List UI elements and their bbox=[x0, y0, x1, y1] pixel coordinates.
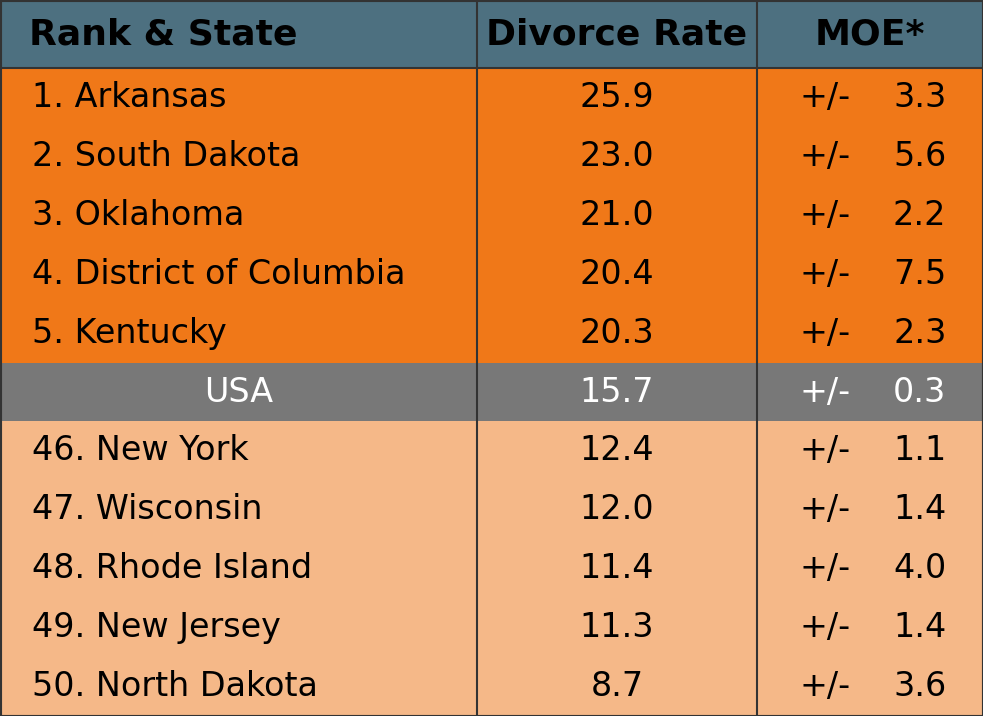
Text: 1.1: 1.1 bbox=[894, 435, 947, 468]
Bar bbox=[477, 0, 757, 68]
Text: 3.3: 3.3 bbox=[894, 81, 947, 114]
Text: USA: USA bbox=[203, 375, 273, 409]
Text: +/-: +/- bbox=[799, 375, 850, 409]
Bar bbox=[477, 539, 757, 598]
Text: Divorce Rate: Divorce Rate bbox=[487, 17, 747, 51]
Bar bbox=[757, 539, 983, 598]
Bar bbox=[477, 598, 757, 657]
Bar bbox=[0, 480, 477, 539]
Text: +/-: +/- bbox=[799, 493, 850, 526]
Text: 46. New York: 46. New York bbox=[32, 435, 249, 468]
Text: 48. Rhode Island: 48. Rhode Island bbox=[32, 552, 313, 585]
Text: 12.0: 12.0 bbox=[580, 493, 654, 526]
Text: 20.4: 20.4 bbox=[580, 258, 654, 291]
Bar bbox=[757, 657, 983, 716]
Bar bbox=[0, 362, 477, 422]
Bar bbox=[477, 245, 757, 304]
Bar bbox=[757, 480, 983, 539]
Bar bbox=[477, 480, 757, 539]
Bar bbox=[757, 186, 983, 245]
Bar bbox=[757, 304, 983, 362]
Bar bbox=[0, 68, 477, 127]
Bar bbox=[757, 0, 983, 68]
Bar bbox=[0, 422, 477, 480]
Bar bbox=[477, 304, 757, 362]
Bar bbox=[0, 245, 477, 304]
Text: 11.3: 11.3 bbox=[580, 611, 654, 644]
Text: 1.4: 1.4 bbox=[894, 493, 947, 526]
Text: 15.7: 15.7 bbox=[580, 375, 654, 409]
Bar bbox=[477, 68, 757, 127]
Bar bbox=[0, 539, 477, 598]
Text: 20.3: 20.3 bbox=[580, 316, 654, 349]
Bar bbox=[0, 657, 477, 716]
Text: +/-: +/- bbox=[799, 435, 850, 468]
Bar bbox=[757, 422, 983, 480]
Text: +/-: +/- bbox=[799, 316, 850, 349]
Text: 1.4: 1.4 bbox=[894, 611, 947, 644]
Text: +/-: +/- bbox=[799, 199, 850, 232]
Bar bbox=[0, 304, 477, 362]
Text: 4.0: 4.0 bbox=[894, 552, 947, 585]
Text: 25.9: 25.9 bbox=[580, 81, 654, 114]
Text: 49. New Jersey: 49. New Jersey bbox=[32, 611, 281, 644]
Text: 3. Oklahoma: 3. Oklahoma bbox=[32, 199, 245, 232]
Text: 5. Kentucky: 5. Kentucky bbox=[32, 316, 227, 349]
Text: MOE*: MOE* bbox=[815, 17, 925, 51]
Text: 2. South Dakota: 2. South Dakota bbox=[32, 140, 301, 173]
Bar bbox=[757, 245, 983, 304]
Text: 0.3: 0.3 bbox=[894, 375, 947, 409]
Text: +/-: +/- bbox=[799, 140, 850, 173]
Text: +/-: +/- bbox=[799, 670, 850, 703]
Text: 11.4: 11.4 bbox=[580, 552, 654, 585]
Text: 1. Arkansas: 1. Arkansas bbox=[32, 81, 227, 114]
Text: 50. North Dakota: 50. North Dakota bbox=[32, 670, 318, 703]
Bar bbox=[757, 362, 983, 422]
Bar bbox=[477, 362, 757, 422]
Bar bbox=[0, 186, 477, 245]
Bar bbox=[757, 68, 983, 127]
Text: +/-: +/- bbox=[799, 81, 850, 114]
Text: 8.7: 8.7 bbox=[590, 670, 644, 703]
Text: 23.0: 23.0 bbox=[580, 140, 654, 173]
Text: 4. District of Columbia: 4. District of Columbia bbox=[32, 258, 406, 291]
Text: 5.6: 5.6 bbox=[894, 140, 947, 173]
Bar bbox=[477, 186, 757, 245]
Bar bbox=[0, 0, 477, 68]
Bar bbox=[477, 422, 757, 480]
Text: +/-: +/- bbox=[799, 258, 850, 291]
Text: 21.0: 21.0 bbox=[580, 199, 654, 232]
Text: 7.5: 7.5 bbox=[894, 258, 947, 291]
Bar bbox=[477, 127, 757, 186]
Text: 47. Wisconsin: 47. Wisconsin bbox=[32, 493, 262, 526]
Bar bbox=[477, 657, 757, 716]
Bar bbox=[757, 127, 983, 186]
Text: +/-: +/- bbox=[799, 552, 850, 585]
Text: 12.4: 12.4 bbox=[580, 435, 654, 468]
Bar bbox=[757, 598, 983, 657]
Text: 2.3: 2.3 bbox=[893, 316, 947, 349]
Text: 3.6: 3.6 bbox=[894, 670, 947, 703]
Text: +/-: +/- bbox=[799, 611, 850, 644]
Bar bbox=[0, 127, 477, 186]
Text: 2.2: 2.2 bbox=[893, 199, 947, 232]
Bar bbox=[0, 598, 477, 657]
Text: Rank & State: Rank & State bbox=[29, 17, 298, 51]
